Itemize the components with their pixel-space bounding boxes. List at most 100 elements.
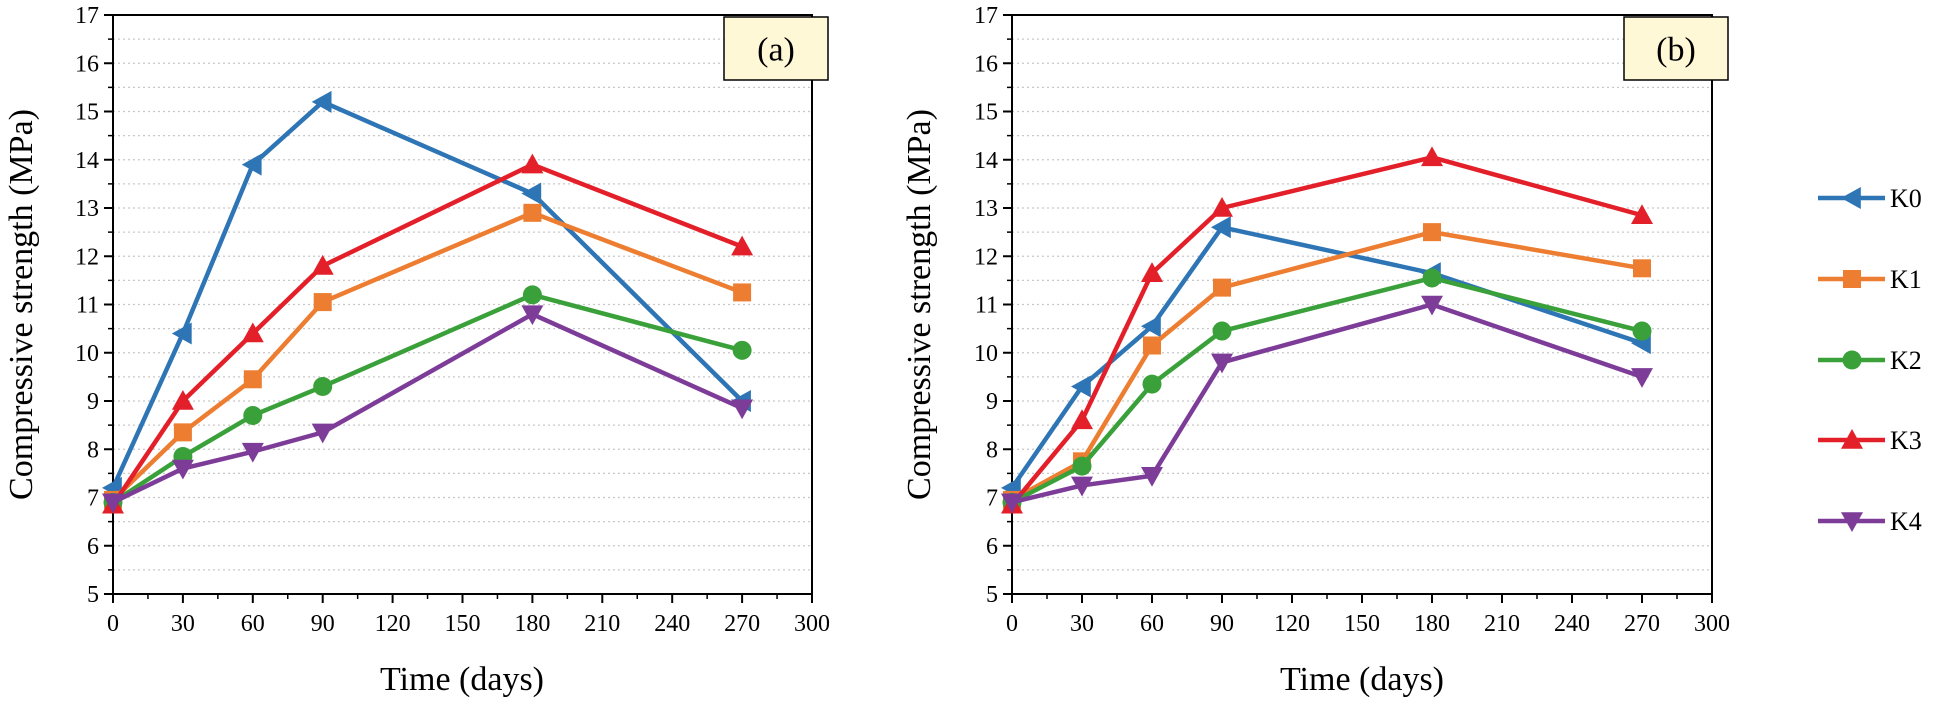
legend-label: K2 [1890, 346, 1922, 375]
series-line-k1 [111, 210, 743, 502]
legend-marker [1841, 429, 1863, 449]
chart-panel-b: 5 6 7 8 9 10 11 12 13 14 15 16 17 0 30 60 90 120 150 180 210… [901, 3, 1730, 698]
data-point [523, 203, 542, 222]
y-tick-label: 16 [75, 51, 99, 77]
data-point [521, 305, 544, 326]
series-line-k3 [1010, 155, 1643, 507]
data-point [1211, 353, 1233, 374]
y-tick-label: 8 [87, 437, 99, 463]
panel-tag-label: (a) [757, 32, 795, 69]
data-point [1141, 466, 1163, 487]
y-tick-label: 14 [974, 148, 998, 174]
y-tick-label: 13 [974, 196, 998, 222]
data-point [313, 293, 332, 312]
y-tick-label: 10 [75, 341, 99, 367]
y-tick-label: 5 [986, 582, 998, 608]
data-point [731, 235, 754, 256]
data-point [311, 423, 334, 444]
data-point [521, 182, 542, 205]
data-point [1423, 223, 1441, 242]
legend-label: K4 [1890, 507, 1922, 536]
panel-tag-box [1623, 16, 1729, 81]
series-k2 [1002, 268, 1652, 512]
x-tick-label: 150 [445, 611, 481, 637]
data-point [171, 459, 194, 480]
x-tick-label: 60 [241, 611, 265, 637]
data-point [1631, 368, 1653, 388]
data-point [731, 399, 754, 420]
data-point [1143, 336, 1161, 355]
legend-marker [1841, 512, 1863, 532]
x-tick-label: 90 [311, 611, 335, 637]
y-tick-label: 10 [974, 341, 998, 367]
legend-item-k3: K3 [1818, 426, 1922, 455]
data-point [171, 322, 192, 345]
y-tick-label: 15 [75, 100, 99, 126]
data-point [1421, 295, 1443, 316]
legend-item-k0: K0 [1818, 184, 1922, 213]
panel-tag-box [723, 16, 829, 81]
data-point [173, 423, 192, 442]
series-k4 [1001, 295, 1653, 514]
data-point [1211, 216, 1231, 239]
x-tick-label: 0 [107, 611, 119, 637]
y-tick-label: 8 [986, 437, 998, 463]
legend-item-k1: K1 [1818, 265, 1922, 294]
x-tick-label: 30 [1070, 611, 1094, 637]
legend-item-k4: K4 [1818, 507, 1922, 536]
data-point [311, 90, 332, 113]
data-point [1071, 409, 1093, 430]
data-point [313, 377, 333, 397]
x-tick-label: 180 [1414, 611, 1450, 637]
data-point [732, 340, 752, 360]
y-tick-label: 17 [974, 3, 998, 29]
data-point [1071, 375, 1091, 398]
x-tick-label: 300 [1694, 611, 1730, 637]
series-k1 [1003, 223, 1651, 509]
x-axis-title: Time (days) [1280, 661, 1444, 698]
y-tick-label: 9 [986, 389, 998, 415]
data-point [241, 322, 264, 343]
y-tick-label: 14 [75, 148, 99, 174]
legend: K0 K1 K2 K3 K4 [1818, 184, 1922, 536]
series-line-k0 [110, 99, 744, 489]
y-axis-title: Compressive strength (MPa) [3, 109, 40, 500]
y-tick-label: 11 [76, 293, 99, 319]
series-line-k2 [1010, 275, 1643, 505]
series-k3 [1001, 146, 1653, 514]
x-tick-label: 60 [1140, 611, 1164, 637]
data-point [241, 153, 262, 176]
y-tick-label: 6 [87, 534, 99, 560]
data-point [243, 370, 262, 389]
legend-label: K3 [1890, 426, 1922, 455]
data-point [522, 285, 542, 305]
y-tick-label: 17 [75, 3, 99, 29]
legend-label: K1 [1890, 265, 1922, 294]
series-k3 [102, 153, 754, 514]
data-point [311, 254, 334, 275]
data-point [1071, 476, 1093, 497]
legend-label: K0 [1890, 184, 1922, 213]
data-point [1633, 259, 1651, 278]
y-axis-title: Compressive strength (MPa) [901, 109, 938, 500]
y-tick-label: 13 [75, 196, 99, 222]
x-tick-label: 90 [1210, 611, 1234, 637]
x-tick-label: 180 [514, 611, 550, 637]
series-line-k3 [111, 162, 743, 506]
series-line-k4 [1011, 302, 1643, 505]
data-point [1141, 315, 1161, 338]
data-point [1211, 197, 1233, 217]
data-point [1213, 278, 1231, 297]
data-point [1142, 374, 1162, 394]
data-point [1072, 456, 1092, 476]
panel-tag-label: (b) [1656, 32, 1696, 69]
series-k4 [102, 305, 754, 514]
x-tick-label: 120 [1274, 611, 1310, 637]
data-point [241, 442, 264, 463]
x-tick-label: 240 [1554, 611, 1590, 637]
x-tick-label: 30 [171, 611, 195, 637]
series-line-k4 [112, 311, 744, 505]
x-tick-label: 150 [1344, 611, 1380, 637]
y-tick-label: 11 [975, 293, 998, 319]
y-tick-label: 12 [75, 244, 99, 270]
